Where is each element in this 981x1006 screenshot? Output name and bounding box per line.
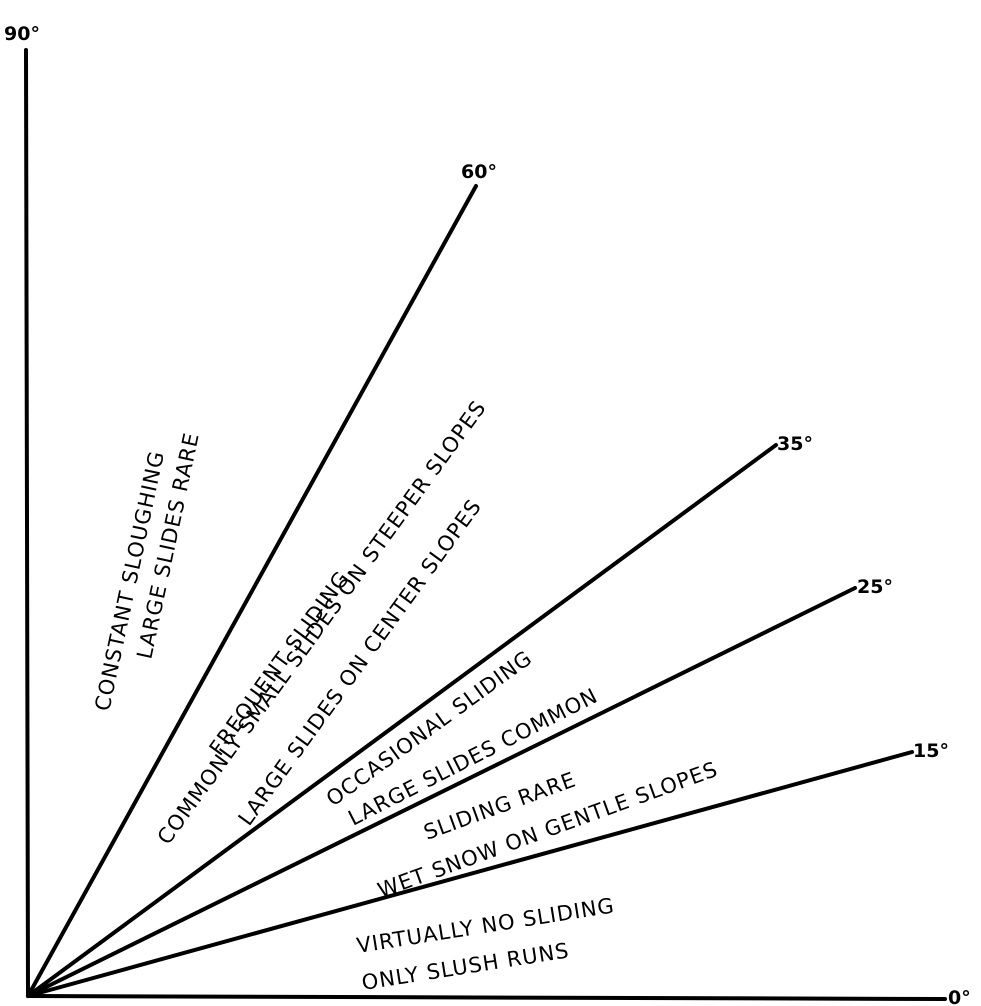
zone-constant-sloughing: CONSTANT SLOUGHING LARGE SLIDES RARE — [90, 430, 204, 713]
angle-label-0: 0° — [948, 987, 971, 1006]
angle-label-90: 90° — [4, 23, 40, 45]
ray-60 — [26, 184, 478, 998]
angle-label-35: 35° — [777, 433, 813, 455]
zone-virtually-no-sliding: VIRTUALLY NO SLIDING ONLY SLUSH RUNS — [355, 893, 616, 995]
angle-label-25: 25° — [857, 576, 893, 598]
angle-label-15: 15° — [913, 740, 949, 762]
ray-90-vertical-axis — [24, 48, 30, 998]
ray-25 — [26, 586, 857, 998]
ray-35 — [26, 443, 778, 998]
ray-15 — [26, 750, 914, 998]
zone-none-line1: VIRTUALLY NO SLIDING — [355, 893, 616, 958]
ray-0-horizontal-axis — [26, 994, 947, 1001]
angle-label-60: 60° — [461, 161, 497, 183]
